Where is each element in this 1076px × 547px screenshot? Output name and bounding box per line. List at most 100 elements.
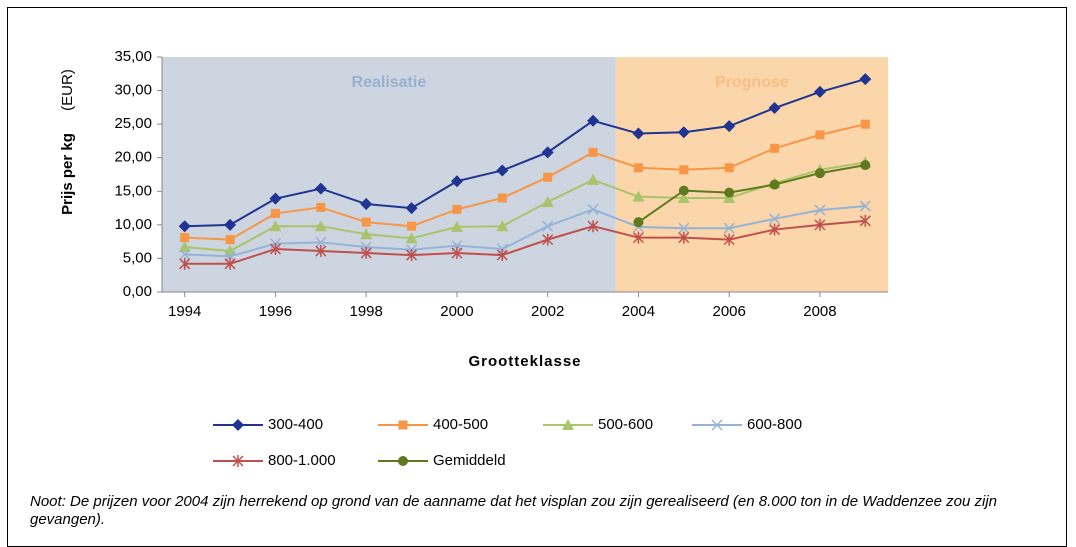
marker [768,102,781,115]
region-label: Realisatie [352,74,427,91]
marker [316,202,326,212]
marker [497,193,507,203]
marker [450,175,463,188]
page: {"chart_data": { "type": "line", "y_labe… [7,7,1067,547]
marker [633,217,644,228]
legend-label: 800-1.000 [268,452,336,469]
legend-label: 400-500 [433,416,488,433]
marker [406,249,418,262]
marker [225,235,235,245]
marker [632,231,644,244]
marker [543,172,553,182]
marker [315,236,327,248]
x-tick-label: 2008 [803,303,836,320]
marker [407,221,417,231]
marker [723,222,735,234]
marker [677,126,690,139]
marker [224,218,237,231]
marker [769,223,781,236]
legend-label: 500-600 [598,416,653,433]
x-axis-label: Grootteklasse [468,353,581,370]
marker [360,228,373,240]
marker [541,196,554,208]
y-axis-unit: (EUR) [59,69,76,111]
x-tick-label: 2000 [440,303,473,320]
marker [542,220,554,232]
marker [180,233,190,243]
region [615,57,888,292]
series-line [184,161,866,253]
series-line [184,219,866,265]
marker [269,192,282,205]
marker [678,231,690,244]
marker [450,220,463,232]
marker [632,127,645,140]
marker [859,200,871,212]
marker [179,248,191,260]
marker [451,247,463,260]
marker [587,220,599,233]
y-tick-label: 15,00 [114,182,152,199]
marker [398,456,408,466]
marker [360,198,373,211]
marker [314,182,327,195]
marker [859,214,871,227]
marker [632,190,645,202]
series-line [637,164,866,223]
marker [360,247,372,260]
marker [452,204,462,214]
marker [361,217,371,227]
marker [269,220,282,232]
marker [860,160,871,171]
x-tick-label: 1996 [259,303,292,320]
series-line [184,78,866,228]
marker [232,455,244,467]
marker [179,257,191,270]
marker [314,220,327,232]
marker [232,419,244,431]
marker [711,419,723,431]
marker [270,208,280,218]
marker [587,203,599,215]
marker [724,163,734,173]
marker [769,213,781,225]
marker [315,245,327,258]
marker [860,119,870,129]
marker [405,202,418,215]
marker [587,114,600,127]
marker [496,164,509,177]
marker [724,187,735,198]
marker [723,120,736,133]
marker [541,146,554,159]
marker [178,220,191,233]
series-line [184,205,866,258]
marker [770,143,780,153]
marker [814,168,825,179]
marker [815,130,825,140]
legend-label: Gemiddeld [433,452,506,469]
y-tick-label: 30,00 [114,82,152,99]
marker [398,420,408,430]
y-tick-label: 5,00 [123,249,152,266]
marker [588,147,598,157]
marker [633,163,643,173]
marker [679,165,689,175]
marker [678,222,690,234]
marker [814,204,826,216]
marker [405,232,418,244]
marker [814,218,826,231]
marker [496,220,509,232]
x-tick-label: 2002 [531,303,564,320]
marker [813,85,826,98]
marker [677,192,690,203]
marker [678,185,689,196]
x-tick-label: 2006 [713,303,746,320]
x-tick-label: 2004 [622,303,655,320]
legend-label: 300-400 [268,416,323,433]
y-tick-label: 20,00 [114,149,152,166]
y-tick-label: 10,00 [114,216,152,233]
series-line [184,123,866,241]
marker [723,233,735,246]
marker [178,241,191,253]
marker [859,73,872,86]
